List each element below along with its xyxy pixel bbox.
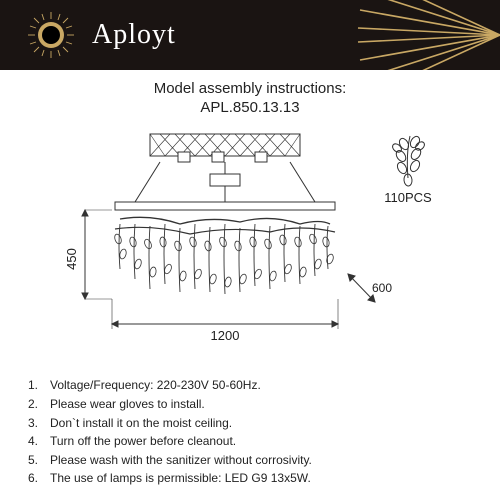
header-rays-icon (310, 0, 500, 70)
instruction-item: 3.Don`t install it on the moist ceiling. (28, 414, 480, 433)
dim-width: 1200 (211, 328, 240, 343)
dim-height: 450 (64, 248, 79, 270)
instruction-item: 5.Please wash with the sanitizer without… (28, 451, 480, 470)
technical-diagram: 450 1200 600 110PCS (0, 124, 500, 364)
model-number: APL.850.13.13 (0, 99, 500, 116)
leaf-count: 110PCS (384, 190, 432, 205)
instruction-item: 6.The use of lamps is permissible: LED G… (28, 469, 480, 488)
instructions-list: 1.Voltage/Frequency: 220-230V 50-60Hz. 2… (28, 376, 480, 488)
title-line1: Model assembly instructions: (0, 80, 500, 97)
instruction-item: 2.Please wear gloves to install. (28, 395, 480, 414)
dim-depth: 600 (372, 281, 392, 295)
brand-name: Aployt (92, 19, 176, 51)
instruction-item: 4.Turn off the power before cleanout. (28, 432, 480, 451)
title-block: Model assembly instructions: APL.850.13.… (0, 80, 500, 116)
logo-eclipse-icon (28, 12, 74, 58)
brand-header: Aployt (0, 0, 500, 70)
instruction-item: 1.Voltage/Frequency: 220-230V 50-60Hz. (28, 376, 480, 395)
